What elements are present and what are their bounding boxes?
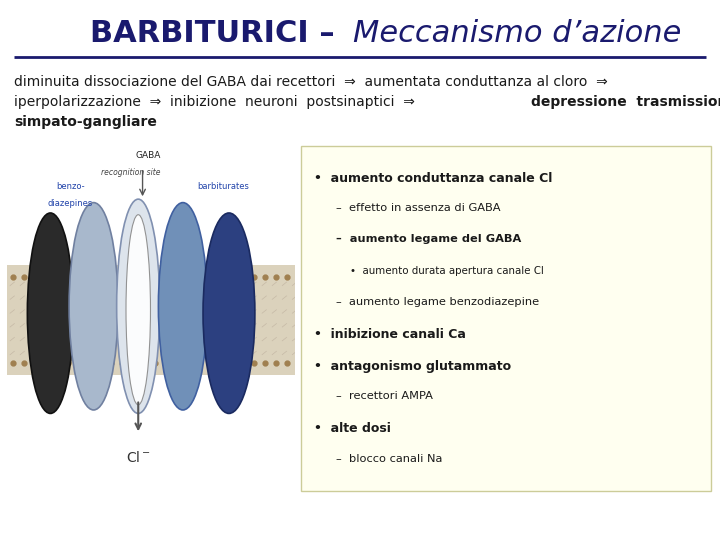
Text: •  aumento conduttanza canale Cl: • aumento conduttanza canale Cl (314, 172, 552, 185)
Ellipse shape (117, 199, 160, 414)
Ellipse shape (126, 215, 150, 405)
Text: diazepines: diazepines (48, 199, 93, 208)
Text: GABA: GABA (135, 151, 161, 160)
Text: –  aumento legame benzodiazepine: – aumento legame benzodiazepine (336, 297, 539, 307)
Text: benzo-: benzo- (56, 182, 85, 191)
Text: –  recettori AMPA: – recettori AMPA (336, 391, 433, 401)
Text: BARBITURICI –: BARBITURICI – (90, 19, 346, 48)
Text: Meccanismo d’azione: Meccanismo d’azione (353, 19, 681, 48)
Text: diminuita dissociazione del GABA dai recettori  ⇒  aumentata conduttanza al clor: diminuita dissociazione del GABA dai rec… (14, 75, 608, 89)
Text: –  blocco canali Na: – blocco canali Na (336, 454, 442, 464)
Text: simpato-gangliare: simpato-gangliare (14, 115, 157, 129)
FancyBboxPatch shape (301, 146, 711, 491)
Ellipse shape (69, 202, 118, 410)
Text: iperpolarizzazione  ⇒  inibizione  neuroni  postsinaptici  ⇒: iperpolarizzazione ⇒ inibizione neuroni … (14, 95, 424, 109)
Text: •  antagonismo glutammato: • antagonismo glutammato (314, 360, 511, 373)
Ellipse shape (158, 202, 207, 410)
Text: Cl$^-$: Cl$^-$ (126, 450, 150, 465)
Text: –  effetto in assenza di GABA: – effetto in assenza di GABA (336, 203, 500, 213)
Text: •  aumento durata apertura canale Cl: • aumento durata apertura canale Cl (350, 266, 544, 276)
Bar (7, 265, 295, 375)
Text: recognition site: recognition site (102, 168, 161, 177)
Text: •  alte dosi: • alte dosi (314, 422, 391, 435)
Text: depressione  trasmissione: depressione trasmissione (531, 95, 720, 109)
Text: •  inibizione canali Ca: • inibizione canali Ca (314, 328, 466, 341)
Ellipse shape (27, 213, 73, 414)
Ellipse shape (203, 213, 255, 414)
Text: barbiturates: barbiturates (197, 182, 249, 191)
Text: –  aumento legame del GABA: – aumento legame del GABA (336, 234, 521, 245)
